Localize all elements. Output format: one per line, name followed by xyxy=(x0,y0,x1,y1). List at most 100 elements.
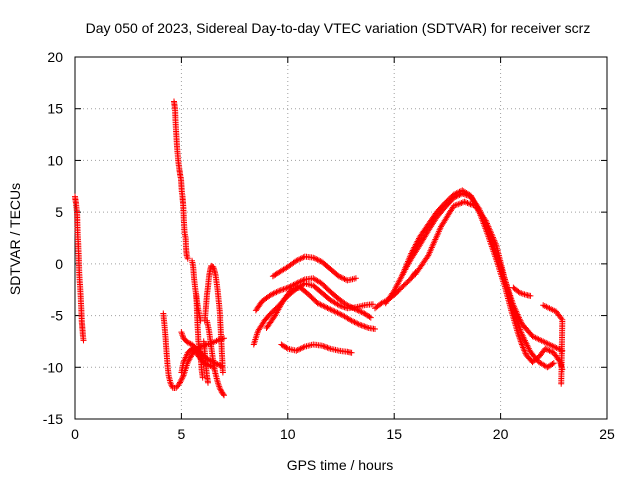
data-point xyxy=(220,391,227,398)
data-point xyxy=(347,303,354,310)
data-point xyxy=(316,300,322,307)
data-point xyxy=(267,291,274,298)
data-point xyxy=(352,319,359,326)
data-point xyxy=(283,285,290,292)
data-point xyxy=(178,376,185,383)
series-arc-0 xyxy=(72,193,87,344)
data-point xyxy=(351,305,358,312)
data-point xyxy=(337,311,344,318)
data-point xyxy=(177,378,184,385)
data-point xyxy=(297,278,304,285)
data-point xyxy=(331,308,338,315)
data-point xyxy=(320,302,327,309)
data-point xyxy=(273,289,280,296)
data-point xyxy=(358,309,365,316)
data-point xyxy=(314,300,321,307)
data-point xyxy=(338,274,345,281)
data-point xyxy=(270,290,277,297)
series-arc-6a xyxy=(201,262,226,376)
series-arc-22 xyxy=(540,302,566,387)
y-tick-label: -10 xyxy=(43,359,63,375)
data-point xyxy=(299,345,305,351)
data-point xyxy=(357,308,364,315)
data-point xyxy=(340,275,347,282)
series-arc-10 xyxy=(278,341,355,356)
data-point xyxy=(294,347,301,353)
data-point xyxy=(300,344,307,351)
data-point xyxy=(369,301,376,308)
data-point xyxy=(205,379,211,386)
data-point xyxy=(527,292,534,299)
data-point xyxy=(168,382,175,389)
data-point xyxy=(362,323,369,330)
y-tick-label: 5 xyxy=(55,204,63,220)
data-point xyxy=(352,306,359,313)
data-point xyxy=(179,373,186,380)
data-point xyxy=(453,190,460,197)
data-point xyxy=(345,302,352,309)
data-point xyxy=(284,284,291,291)
series-arc-8b xyxy=(252,275,374,321)
data-point xyxy=(283,344,290,351)
series-arc-4b xyxy=(171,98,191,262)
data-point xyxy=(334,301,341,308)
series-arc-6b xyxy=(203,317,227,399)
data-point xyxy=(216,385,223,391)
data-point xyxy=(452,190,459,197)
data-point xyxy=(354,320,361,327)
series-arc-9a xyxy=(269,253,359,284)
series-arc-20 xyxy=(510,284,534,299)
y-tick-label: 15 xyxy=(47,101,63,117)
data-point xyxy=(293,280,300,287)
data-point xyxy=(348,349,355,356)
data-point xyxy=(167,380,174,387)
data-point xyxy=(316,257,322,264)
data-point xyxy=(176,380,183,387)
data-point xyxy=(297,345,304,352)
data-point xyxy=(179,375,186,382)
data-point xyxy=(297,255,304,262)
data-point xyxy=(317,301,324,308)
data-point xyxy=(354,307,361,314)
data-point xyxy=(367,314,374,321)
data-point xyxy=(558,380,565,387)
data-point xyxy=(321,303,328,310)
x-axis-label: GPS time / hours xyxy=(287,457,394,473)
data-point xyxy=(291,281,298,288)
data-point xyxy=(323,304,330,311)
series-arc-9b xyxy=(263,284,378,332)
data-point xyxy=(337,274,344,280)
x-tick-label: 5 xyxy=(178,426,186,442)
data-point xyxy=(552,344,559,351)
x-tick-label: 10 xyxy=(280,426,296,442)
data-point xyxy=(351,319,358,326)
data-point xyxy=(293,347,300,354)
data-point xyxy=(294,257,301,264)
y-tick-label: 0 xyxy=(55,256,63,272)
data-point xyxy=(372,326,378,332)
data-point xyxy=(335,310,342,317)
x-tick-label: 15 xyxy=(386,426,402,442)
data-point xyxy=(274,288,281,295)
data-point xyxy=(80,337,87,344)
data-point xyxy=(352,275,359,282)
data-point xyxy=(313,256,320,262)
data-point xyxy=(269,291,276,298)
data-point xyxy=(550,343,557,350)
data-point xyxy=(350,318,357,325)
data-point xyxy=(324,305,331,311)
data-point xyxy=(550,360,557,367)
data-point xyxy=(324,344,331,351)
x-tick-label: 0 xyxy=(71,426,79,442)
series-arc-16 xyxy=(412,198,566,354)
data-point xyxy=(219,369,226,376)
data-point xyxy=(548,348,554,355)
data-point xyxy=(314,256,321,263)
y-tick-label: 10 xyxy=(47,152,63,168)
data-point xyxy=(549,361,556,367)
data-point xyxy=(543,346,550,353)
data-point xyxy=(450,191,457,198)
x-tick-label: 20 xyxy=(493,426,509,442)
data-point xyxy=(366,313,373,320)
